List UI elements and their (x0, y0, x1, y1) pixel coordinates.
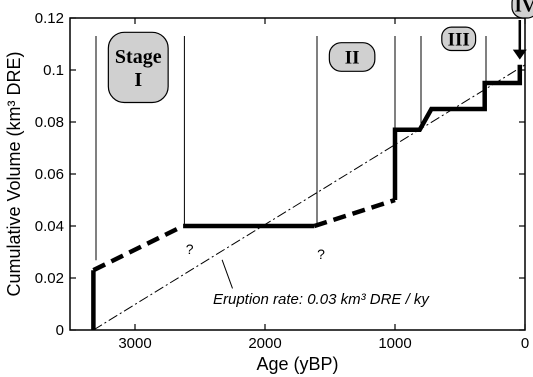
axis-tick-labels: 3000 2000 1000 0 0 0.02 0.04 0.06 0.08 0.1 0.12 (35, 10, 529, 352)
series-segment-solid (392, 64, 523, 200)
arrow-head (512, 49, 527, 60)
question-mark: ? (186, 241, 194, 257)
x-tick-label: 3000 (118, 335, 151, 352)
y-tick-label: 0.02 (35, 270, 64, 287)
stage-I-text: Stage (115, 46, 162, 68)
y-tick-label: 0 (56, 322, 64, 339)
question-marks: ?? (186, 241, 325, 262)
stage-III-text: III (448, 29, 470, 50)
stage-IV-label: IV (511, 0, 533, 19)
annotation-leader-line (221, 259, 233, 289)
y-tick-label: 0.12 (35, 10, 64, 27)
y-tick-label: 0.1 (43, 62, 64, 79)
stage-iv-arrow (512, 20, 527, 60)
cumulative-volume-series (91, 64, 523, 330)
annotation-text: Eruption rate: 0.03 km³ DRE / ky (213, 291, 430, 308)
y-tick-label: 0.08 (35, 114, 64, 131)
stage-IV-text: IV (514, 0, 533, 17)
x-axis-title: Age (yBP) (256, 354, 338, 374)
stage-I-box (107, 31, 169, 104)
y-tick-label: 0.04 (35, 218, 64, 235)
x-tick-label: 2000 (248, 335, 281, 352)
stage-IV-box (511, 0, 533, 19)
stage-I-text: I (134, 69, 142, 91)
axis-ticks (70, 17, 526, 331)
stage-boundaries (95, 36, 487, 261)
stage-II-box (328, 42, 376, 72)
question-mark: ? (317, 246, 325, 262)
eruption-rate-annotation: Eruption rate: 0.03 km³ DRE / ky (213, 259, 430, 308)
y-tick-label: 0.06 (35, 166, 64, 183)
stage-III-label: III (441, 26, 477, 52)
stage-III-box (441, 26, 477, 52)
stage-II-text: II (345, 48, 360, 69)
x-tick-label: 1000 (378, 335, 411, 352)
x-tick-label: 0 (521, 335, 529, 352)
series-segment-dashed (92, 223, 185, 273)
y-axis-title: Cumulative Volume (km³ DRE) (4, 51, 24, 296)
series-segment-dashed (313, 197, 396, 229)
stage-II-label: II (328, 42, 376, 72)
